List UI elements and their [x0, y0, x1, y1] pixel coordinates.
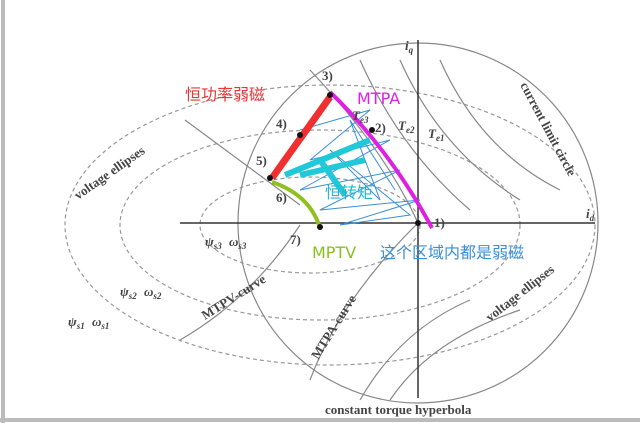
point — [297, 132, 303, 138]
speed-label: ωs3 — [229, 234, 247, 251]
region-scribble — [283, 109, 421, 226]
torque-label: Te3 — [352, 108, 369, 125]
axis-label-sub: q — [409, 45, 414, 55]
axis-label: iq — [405, 38, 414, 55]
speed-label-main: ω — [92, 314, 101, 329]
torque-label: Te2 — [398, 118, 415, 135]
torque-label-sub: e1 — [436, 133, 445, 143]
flux-label-main: ψ — [68, 314, 77, 329]
annotation: MPTV — [312, 243, 356, 262]
speed-label: ωs1 — [92, 314, 109, 331]
axis-label-sub: d — [590, 213, 595, 223]
flux-label-sub: s1 — [76, 321, 85, 331]
torque-hyperbola — [359, 299, 471, 401]
torque-hyperbola — [399, 59, 521, 201]
flux-label: ψs1 — [68, 314, 85, 331]
annotation: 恒功率弱磁 — [185, 85, 265, 104]
line — [184, 119, 301, 206]
flux-label-sub: s2 — [128, 291, 138, 301]
point — [317, 224, 323, 230]
voltage-ellipse — [64, 84, 596, 366]
point — [267, 175, 273, 181]
torque-hyperbola — [439, 59, 561, 191]
mtpv-curve — [179, 224, 301, 341]
speed-label-sub: s2 — [152, 291, 162, 301]
point-label: 6) — [276, 190, 287, 205]
point-label: 3) — [322, 68, 333, 83]
curve-label: constant torque hyperbola — [325, 402, 472, 417]
annotation: MTPA — [357, 89, 400, 108]
point — [415, 220, 421, 226]
torque-label-main: T — [428, 126, 437, 141]
torque-hyperbola — [389, 309, 521, 401]
torque-label-main: T — [398, 118, 407, 133]
point-label: 2) — [375, 120, 386, 135]
flux-label: ψs3 — [205, 234, 222, 251]
torque-label-main: T — [352, 108, 361, 123]
torque-label-sub: e3 — [360, 115, 369, 125]
flux-label-sub: s3 — [213, 241, 223, 251]
annotation: 这个区域内都是弱磁 — [380, 243, 524, 262]
axis-label-main: i — [586, 206, 590, 221]
speed-label-sub: s1 — [100, 321, 109, 331]
mtpa-stroke — [328, 90, 434, 229]
speed-label-main: ω — [229, 234, 238, 249]
annotation: 恒转矩 — [325, 183, 373, 202]
torque-hyperbola — [359, 59, 471, 211]
point — [327, 92, 333, 98]
speed-label: ωs2 — [144, 284, 162, 301]
axes — [180, 40, 595, 398]
axis-label-main: i — [405, 38, 409, 53]
constant-torque-stroke — [283, 137, 372, 197]
mptv-stroke — [271, 180, 322, 229]
flux-label-main: ψ — [120, 284, 129, 299]
flux-label-main: ψ — [205, 234, 214, 249]
flux-label: ψs2 — [120, 284, 137, 301]
point-label: 4) — [276, 116, 287, 131]
speed-label-main: ω — [144, 284, 153, 299]
points — [267, 92, 421, 230]
point-label: 1) — [434, 215, 445, 230]
point — [369, 127, 375, 133]
speed-label-sub: s3 — [237, 241, 247, 251]
point-label: 7) — [290, 232, 301, 247]
torque-label: Te1 — [428, 126, 444, 143]
axis-label: id — [586, 206, 595, 223]
voltage-ellipse — [119, 129, 521, 321]
point-label: 5) — [256, 153, 267, 168]
torque-label-sub: e2 — [406, 125, 415, 135]
